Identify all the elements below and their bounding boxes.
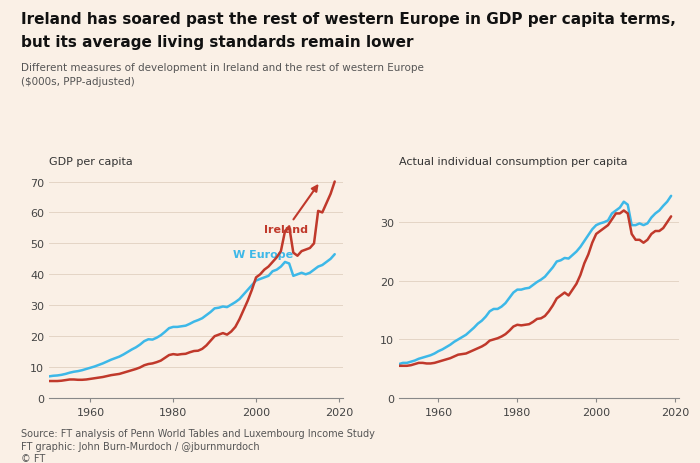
Text: Ireland: Ireland [265,186,317,235]
Text: Source: FT analysis of Penn World Tables and Luxembourg Income Study: Source: FT analysis of Penn World Tables… [21,428,375,438]
Text: FT graphic: John Burn-Murdoch / @jburnmurdoch: FT graphic: John Burn-Murdoch / @jburnmu… [21,441,260,451]
Text: Different measures of development in Ireland and the rest of western Europe: Different measures of development in Ire… [21,63,424,73]
Text: ($000s, PPP-adjusted): ($000s, PPP-adjusted) [21,76,134,87]
Text: © FT: © FT [21,453,46,463]
Text: GDP per capita: GDP per capita [49,157,133,167]
Text: but its average living standards remain lower: but its average living standards remain … [21,35,414,50]
Text: W Europe: W Europe [233,250,293,260]
Text: Actual individual consumption per capita: Actual individual consumption per capita [399,157,627,167]
Text: Ireland has soared past the rest of western Europe in GDP per capita terms,: Ireland has soared past the rest of west… [21,12,676,26]
